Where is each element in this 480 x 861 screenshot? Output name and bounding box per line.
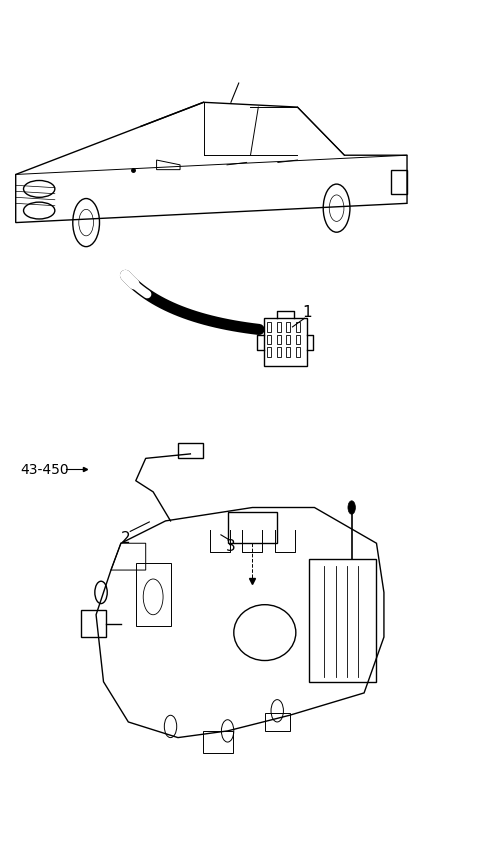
Bar bbox=[296, 348, 300, 357]
Bar bbox=[286, 323, 290, 332]
Bar bbox=[81, 610, 106, 637]
Text: 2: 2 bbox=[120, 530, 130, 545]
Bar bbox=[228, 512, 277, 543]
Bar bbox=[203, 731, 232, 753]
Bar bbox=[178, 443, 203, 459]
Text: 43-450: 43-450 bbox=[20, 462, 69, 476]
Text: 1: 1 bbox=[302, 305, 312, 319]
Bar bbox=[136, 564, 170, 626]
Bar bbox=[391, 170, 407, 195]
Bar bbox=[267, 323, 271, 332]
Bar bbox=[265, 713, 289, 731]
Bar bbox=[286, 335, 290, 345]
Bar bbox=[267, 348, 271, 357]
Bar bbox=[264, 319, 307, 367]
Circle shape bbox=[348, 501, 355, 515]
Bar bbox=[277, 335, 281, 345]
Bar bbox=[296, 335, 300, 345]
Text: 3: 3 bbox=[226, 538, 235, 553]
Bar bbox=[310, 560, 376, 682]
Bar bbox=[286, 348, 290, 357]
Bar bbox=[267, 335, 271, 345]
Bar bbox=[277, 323, 281, 332]
Bar bbox=[277, 348, 281, 357]
Bar bbox=[296, 323, 300, 332]
